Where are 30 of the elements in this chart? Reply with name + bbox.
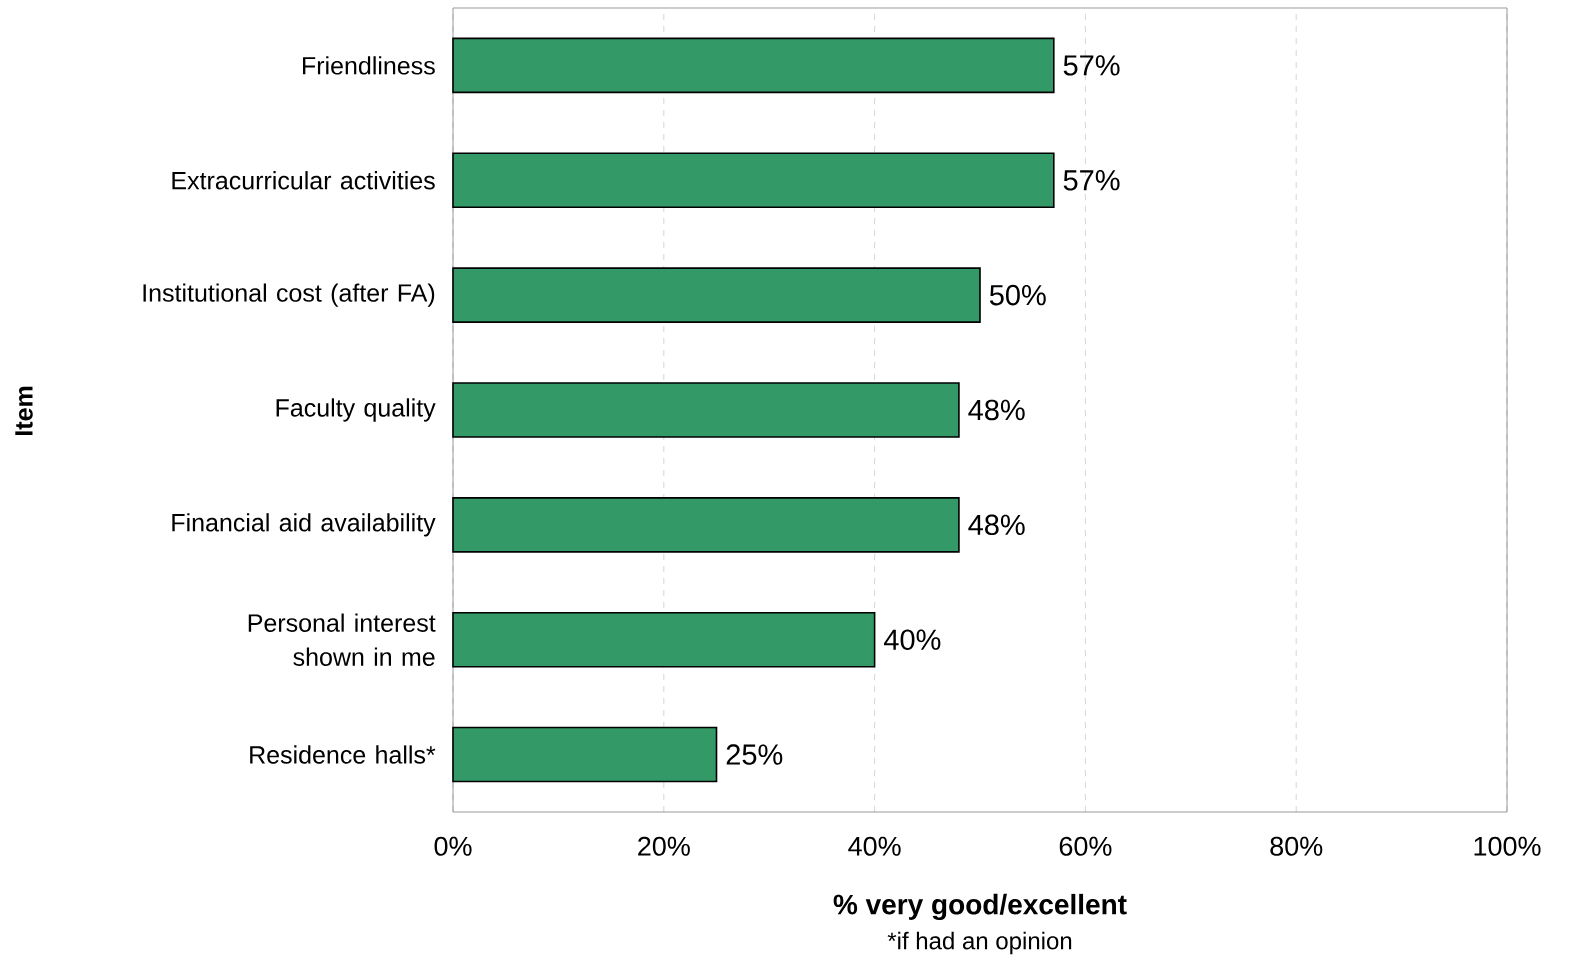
bar xyxy=(452,37,1055,94)
x-tick-label: 60% xyxy=(1059,836,1112,856)
data-label: 57% xyxy=(1063,55,1120,76)
data-label: 25% xyxy=(726,744,783,765)
x-tick-label: 20% xyxy=(638,836,690,856)
bar xyxy=(452,611,876,668)
y-tick-label: Institutional cost (after FA) xyxy=(143,283,435,307)
bar xyxy=(452,726,718,783)
data-label: 40% xyxy=(884,629,941,650)
data-label: 57% xyxy=(1063,170,1120,191)
y-tick-label: Residence halls* xyxy=(250,745,436,764)
y-tick-label: Financial aid availability xyxy=(172,513,436,537)
y-axis-title: Item xyxy=(15,386,33,436)
data-label: 48% xyxy=(968,514,1025,536)
x-tick-label: 40% xyxy=(848,836,901,856)
y-tick-label: Friendliness xyxy=(303,56,435,75)
x-tick-label: 0% xyxy=(434,836,472,856)
data-label: 50% xyxy=(989,284,1046,306)
y-tick-label: Personal interest shown in me xyxy=(248,613,436,666)
bar xyxy=(452,267,981,323)
y-tick-label: Extracurricular activities xyxy=(172,171,435,190)
x-tick-label: 100% xyxy=(1474,836,1541,856)
x-axis-title: % very good/excellent xyxy=(833,893,1127,921)
text: *if had an opinion xyxy=(887,931,1072,955)
x-tick-label: 80% xyxy=(1270,836,1323,856)
bar xyxy=(452,382,960,438)
bar xyxy=(452,497,960,553)
bar xyxy=(452,152,1055,209)
y-tick-label: Faculty quality xyxy=(276,398,436,422)
data-label: 48% xyxy=(968,399,1025,421)
